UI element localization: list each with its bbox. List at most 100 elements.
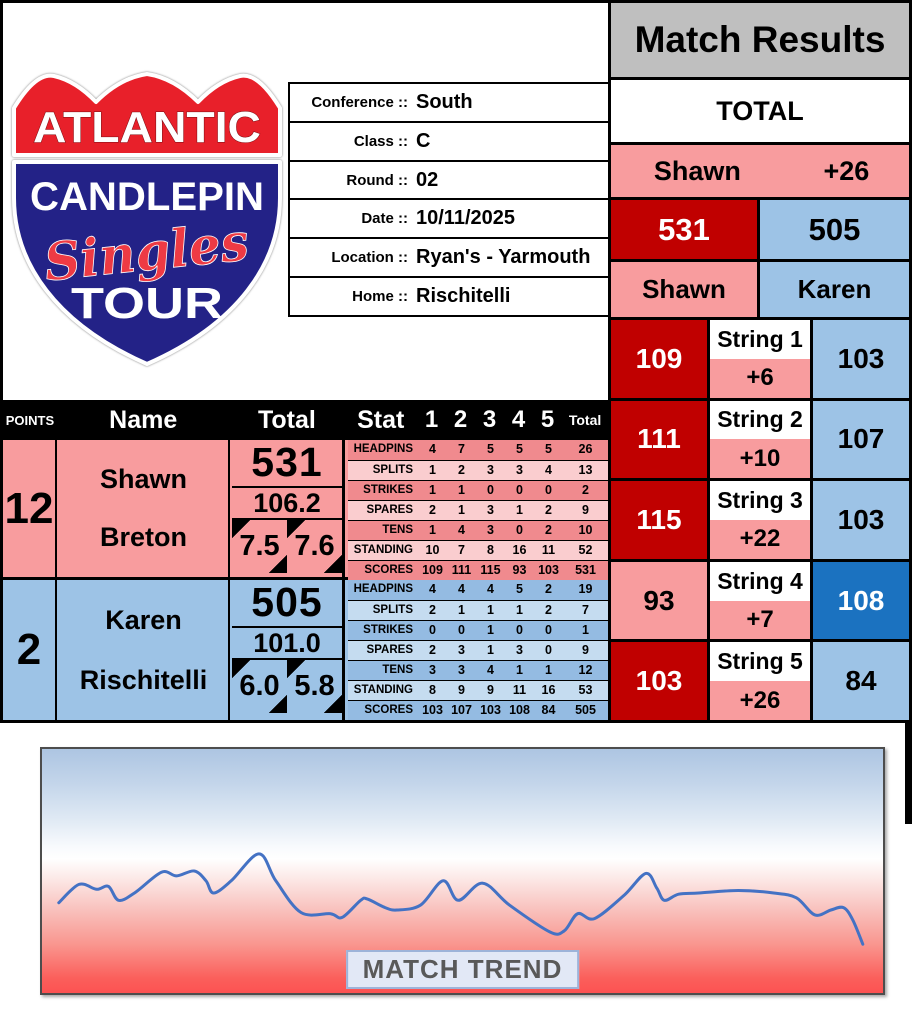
match-leader-row: Shawn +26 [611, 145, 909, 200]
right-edge-strip [905, 723, 912, 824]
string-diff: +10 [710, 439, 810, 479]
metric-2: 7.6 [287, 520, 342, 573]
info-label: Location :: [331, 249, 408, 267]
match-results-panel: Match Results TOTAL Shawn +26 531 505 Sh… [608, 0, 912, 723]
total-score-left: 531 [611, 200, 760, 259]
stat-total: 9 [582, 643, 589, 657]
stat-value: 3 [516, 643, 523, 657]
info-value: C [416, 129, 431, 152]
stat-label: STANDING [353, 544, 413, 556]
border-bottom [0, 720, 912, 723]
stat-value: 1 [458, 503, 465, 517]
string-result-row: 115 String 3 +22 103 [611, 481, 909, 562]
stat-value: 0 [458, 623, 465, 637]
stat-value: 2 [545, 503, 552, 517]
info-row: Round :: 02 [290, 162, 608, 201]
string-score-left: 111 [611, 400, 710, 479]
string-score-left: 115 [611, 481, 710, 559]
match-results-title: Match Results [611, 3, 909, 80]
stat-label: STANDING [353, 684, 413, 696]
header-name: Name [109, 405, 178, 434]
total-score-right: 505 [760, 200, 909, 259]
logo-text-candlepin: CANDLEPIN [30, 175, 264, 219]
header-game-number: 5 [540, 406, 555, 433]
player-name: Karen Rischitelli [59, 580, 230, 720]
string-score-left: 109 [611, 320, 710, 398]
stat-value: 93 [512, 563, 527, 577]
stat-value: 2 [458, 463, 465, 477]
logo-text-tour: TOUR [71, 279, 223, 328]
header-points: POINTS [5, 412, 55, 428]
stat-row: TENS 1 4 3 0 2 10 [348, 520, 608, 540]
header-stat: Stat [357, 405, 405, 434]
leader-name: Shawn [653, 155, 741, 186]
stat-value: 4 [429, 442, 436, 456]
trend-line-plot [57, 852, 865, 946]
stat-value: 103 [480, 703, 501, 717]
last-name: Breton [100, 522, 187, 553]
string-score-left: 93 [611, 561, 710, 640]
stat-row: SPARES 2 3 1 3 0 9 [348, 640, 608, 660]
string-middle: String 2 +10 [710, 400, 810, 479]
info-value: South [416, 90, 473, 113]
stat-row: STANDING 8 9 9 11 16 53 [348, 680, 608, 700]
string-result-row: 109 String 1 +6 103 [611, 320, 909, 401]
stat-label: SCORES [364, 564, 413, 576]
logo-text-atlantic: ATLANTIC [33, 103, 261, 152]
stat-value: 3 [487, 503, 494, 517]
stat-value: 1 [487, 643, 494, 657]
stat-total: 13 [578, 463, 593, 477]
string-results: 109 String 1 +6 103 111 String 2 +10 107 115 Stri… [611, 320, 909, 720]
stat-value: 1 [429, 483, 436, 497]
metric-2: 5.8 [287, 660, 342, 713]
stat-value: 3 [429, 663, 436, 677]
metrics-row: 7.5 7.6 [232, 520, 342, 573]
info-row: Location :: Ryan's - Yarmouth [290, 239, 608, 279]
stat-label: SPLITS [372, 604, 413, 616]
stat-label: SPARES [366, 504, 413, 516]
stat-value: 5 [516, 582, 523, 596]
last-name: Rischitelli [79, 664, 208, 695]
string-diff: +7 [710, 600, 810, 640]
player-name: Shawn Breton [59, 440, 230, 577]
stat-total: 53 [578, 683, 593, 697]
string-diff: +6 [710, 358, 810, 398]
stat-value: 9 [458, 683, 465, 697]
string-label: String 4 [710, 561, 810, 601]
stat-label: HEADPINS [353, 583, 413, 595]
stat-value: 1 [429, 523, 436, 537]
stat-total: 52 [578, 543, 593, 557]
string-score-right: 107 [810, 400, 909, 479]
info-value: Ryan's - Yarmouth [416, 246, 591, 269]
stat-value: 11 [512, 683, 527, 697]
stat-label: STRIKES [363, 484, 413, 496]
string-middle: String 4 +7 [710, 561, 810, 640]
stat-value: 108 [509, 703, 530, 717]
stat-value: 103 [538, 563, 559, 577]
header-game-number: 3 [482, 406, 497, 433]
string-label: String 2 [710, 400, 810, 440]
tour-logo: ATLANTIC CANDLEPIN Singles TOUR [12, 72, 282, 366]
metric-1: 7.5 [232, 520, 287, 573]
stat-row: SCORES 103 107 103 108 84 505 [348, 700, 608, 720]
info-label: Home :: [352, 288, 408, 306]
player-block: 2 Karen Rischitelli 505 101.0 6.0 5.8 HEADPINS 4… [3, 580, 608, 720]
string-score-right: 103 [810, 320, 909, 398]
stat-value: 1 [429, 463, 436, 477]
total-scores-row: 531 505 [611, 200, 909, 262]
stat-value: 7 [458, 543, 465, 557]
leader-margin: +26 [823, 155, 870, 186]
match-trend-label: MATCH TREND [345, 950, 580, 989]
stat-value: 111 [451, 563, 472, 577]
stat-value: 2 [429, 603, 436, 617]
points-value: 12 [3, 440, 57, 577]
stat-value: 4 [458, 523, 465, 537]
average-score: 106.2 [232, 488, 342, 520]
logo-shield-crown [12, 72, 282, 157]
string-score-right: 103 [810, 481, 909, 559]
stat-value: 7 [458, 442, 465, 456]
string-score-right: 108 [810, 561, 909, 640]
string-diff: +22 [710, 519, 810, 559]
stat-label: STRIKES [363, 624, 413, 636]
